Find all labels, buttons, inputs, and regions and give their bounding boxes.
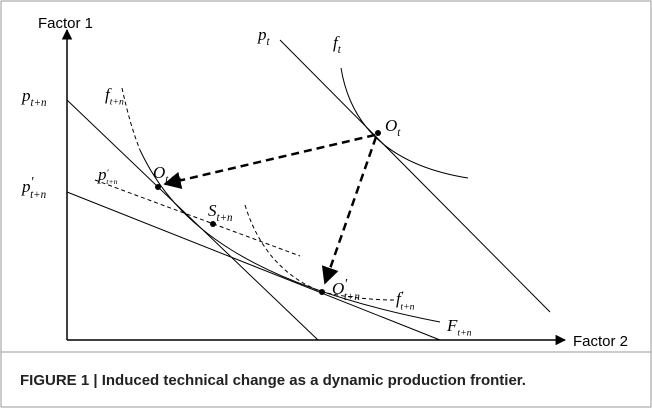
label-base: f — [105, 85, 112, 104]
math-label: St+n — [208, 201, 233, 224]
label-base: F — [446, 316, 458, 335]
label-sub: t — [397, 127, 401, 139]
math-label: p′ t+n — [97, 165, 118, 186]
label-sup: ′ — [31, 174, 35, 189]
math-label: pt+n — [21, 86, 47, 109]
label-sub: t+n — [344, 291, 361, 303]
price-line — [66, 99, 319, 341]
label-sub: t+n — [110, 97, 124, 108]
math-label: ft — [333, 33, 342, 56]
frontier — [139, 149, 441, 323]
math-label: Ot — [385, 116, 401, 139]
label-sub: t+n — [106, 177, 117, 186]
label-sub: t — [267, 36, 271, 48]
label-base: p — [21, 86, 31, 105]
math-label: ft+n — [105, 85, 124, 108]
label-sup: ′ — [344, 276, 348, 291]
caption: FIGURE 1 | Induced technical change as a… — [20, 372, 526, 389]
label-base: p — [97, 165, 107, 184]
label-sub: t+n — [217, 212, 234, 224]
label-base: O — [332, 279, 344, 298]
label-base: p — [257, 25, 267, 44]
label-sub: t+n — [30, 189, 47, 201]
isoquant — [244, 204, 396, 301]
price-line — [279, 39, 551, 313]
label-sub: t+n — [165, 174, 182, 186]
tangent-line — [94, 179, 301, 257]
math-label: p′ t+n — [21, 174, 47, 201]
point — [375, 130, 381, 136]
price-line — [66, 191, 441, 341]
label-base: O — [153, 163, 165, 182]
y-axis-label: Factor 1 — [38, 15, 93, 32]
math-label: pt — [257, 25, 271, 48]
math-label: Ot+n — [153, 163, 182, 186]
label-sup: ′ — [107, 168, 110, 179]
label-sub: t — [338, 44, 342, 56]
math-label: Ft+n — [446, 316, 472, 339]
isoquant — [121, 87, 141, 151]
label-base: O — [385, 116, 397, 135]
label-base: S — [208, 201, 217, 220]
label-sub: t+n — [400, 301, 414, 312]
label-base: f — [396, 289, 403, 308]
label-sub: t+n — [31, 97, 48, 109]
label-base: p — [21, 177, 31, 196]
x-axis-label: Factor 2 — [573, 333, 628, 350]
point — [319, 289, 325, 295]
shift-arrow — [163, 133, 376, 189]
isoquant — [340, 67, 469, 179]
shift-arrow — [321, 136, 378, 285]
math-label: O′ t+n — [332, 276, 360, 303]
label-sub: t+n — [457, 328, 471, 339]
point — [210, 221, 216, 227]
label-base: f — [333, 33, 340, 52]
point — [155, 184, 161, 190]
label-sup: ′ — [401, 288, 404, 302]
math-label: f′ t+n — [396, 288, 415, 313]
